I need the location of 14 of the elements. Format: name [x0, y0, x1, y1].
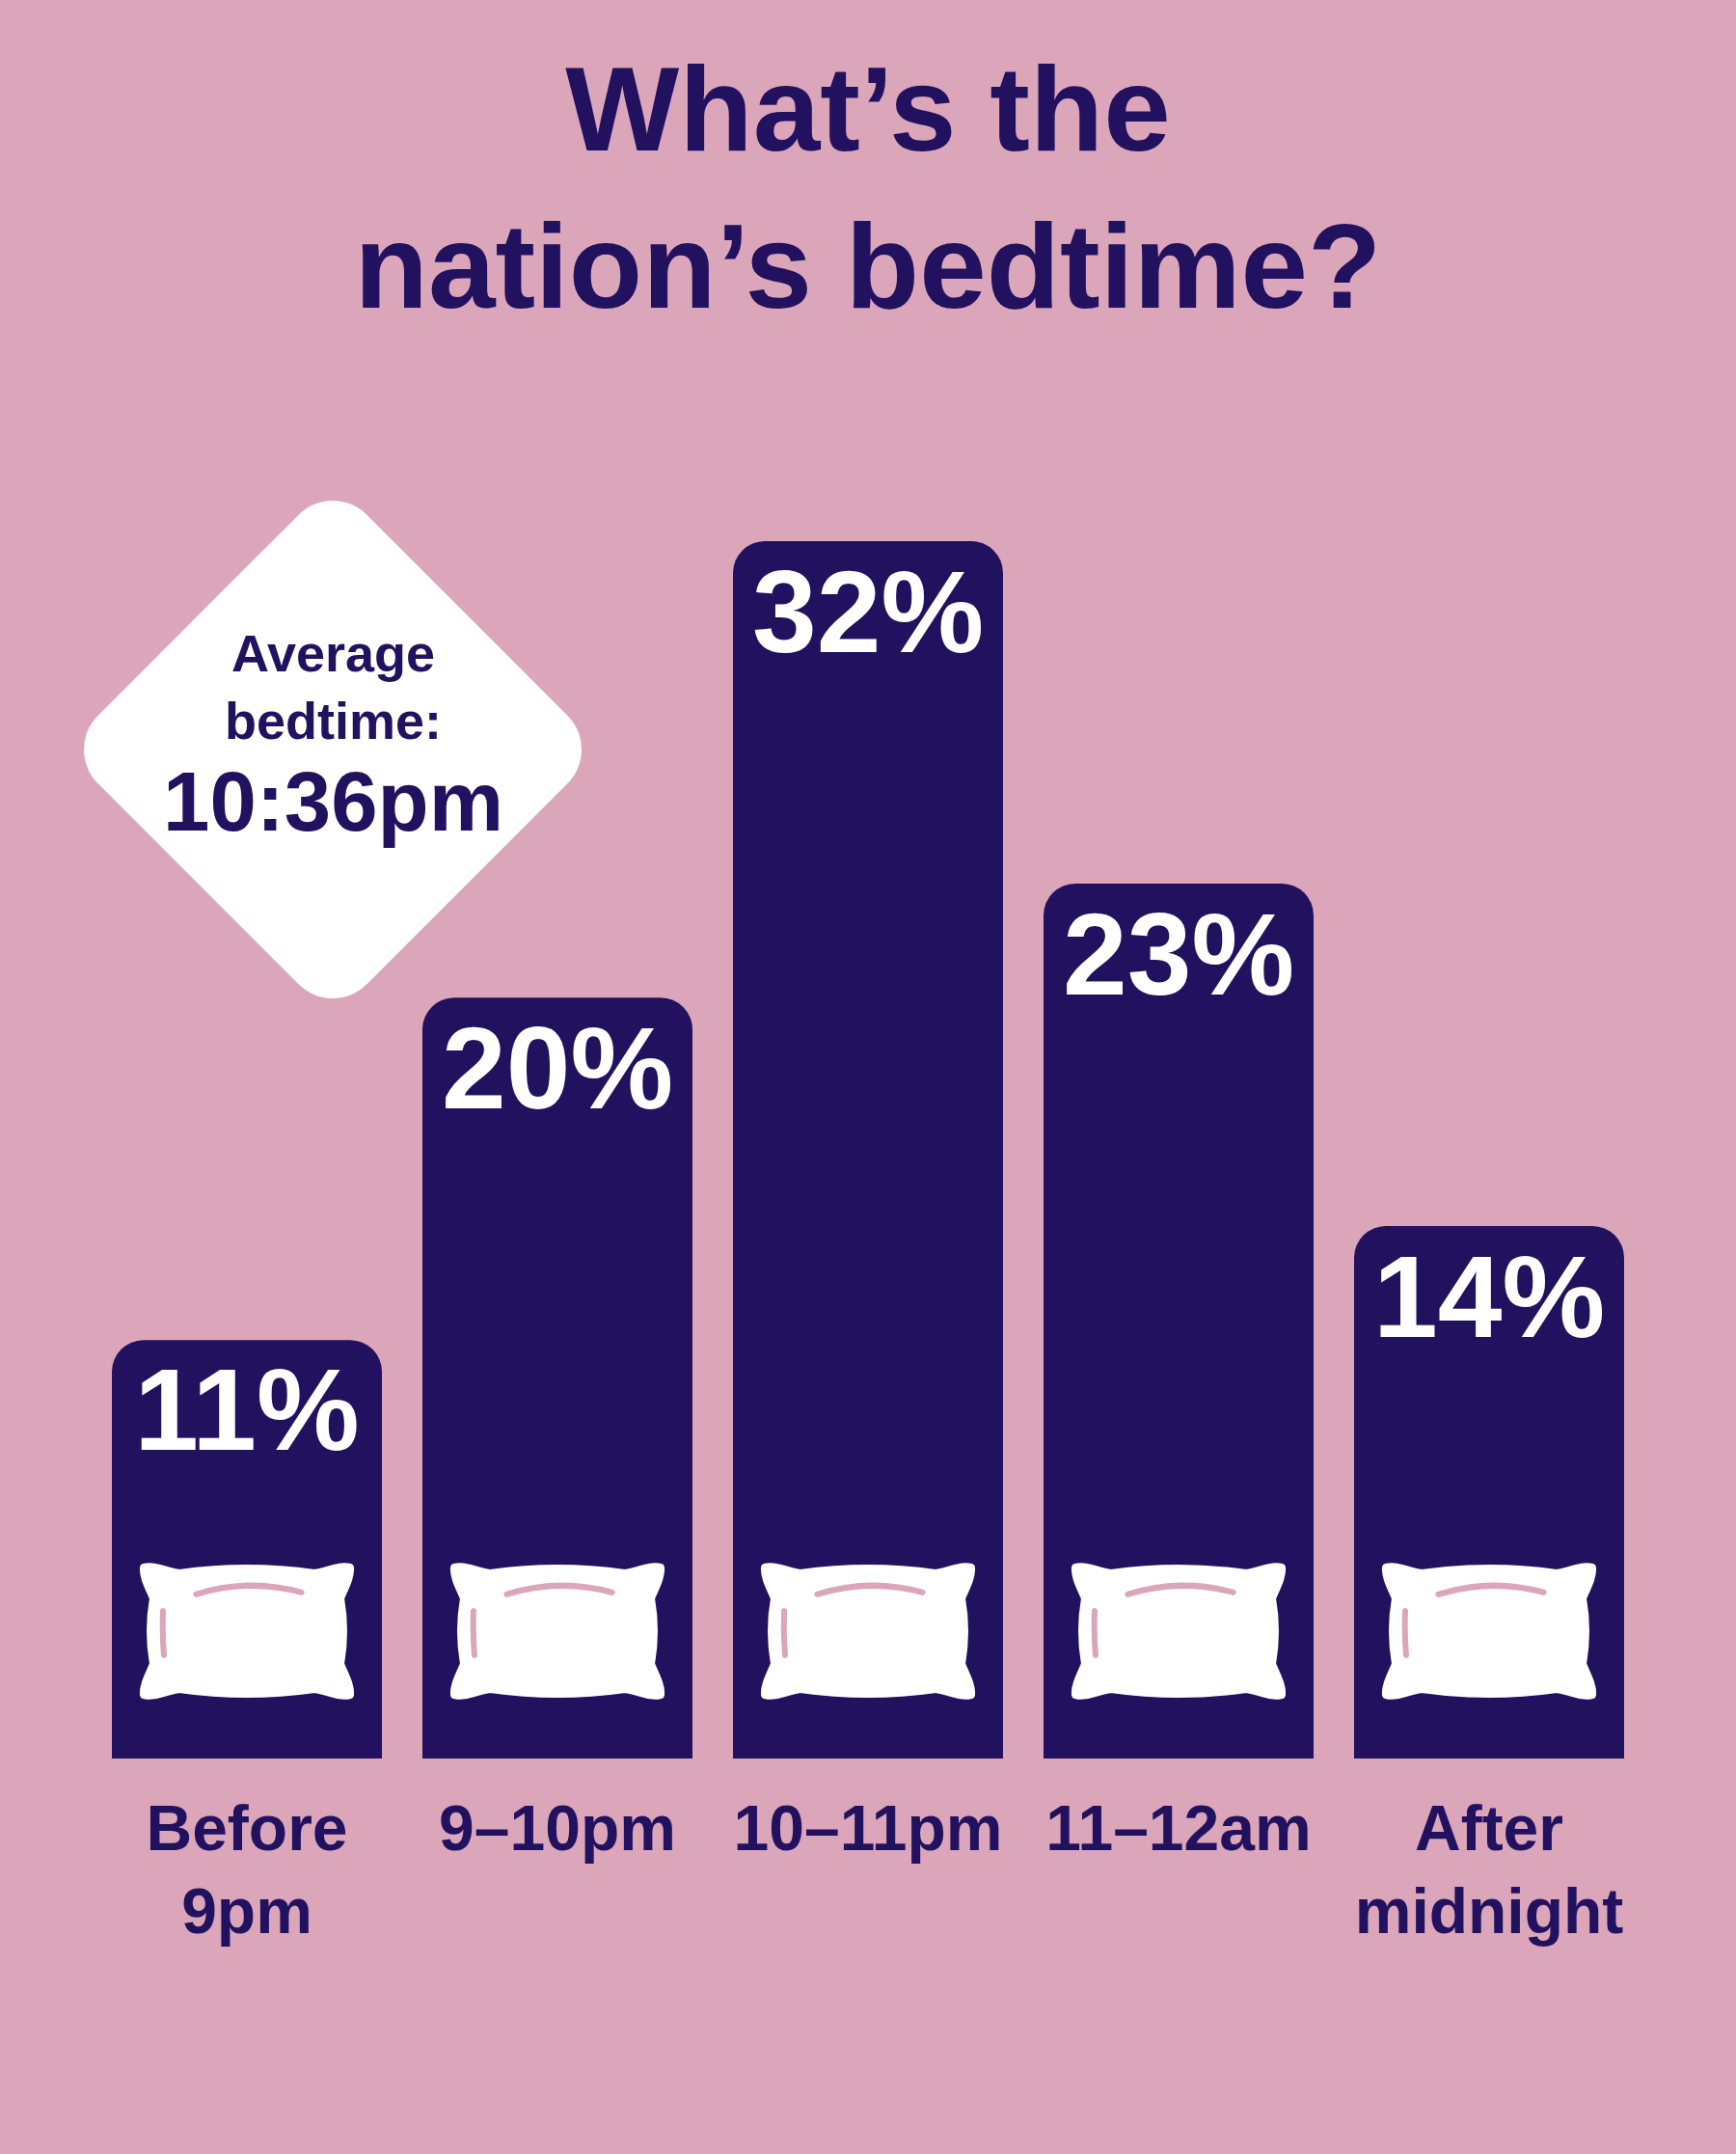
annotation: Average bedtime:: [225, 624, 443, 750]
chart-title: What’s the nation’s bedtime?: [354, 41, 1382, 333]
x-tick-label: 10–11pm: [733, 1792, 1003, 1864]
data-label: 32%: [751, 547, 985, 677]
data-label: 23%: [1062, 888, 1295, 1019]
annotation: 10:36pm: [163, 754, 504, 848]
bar: [733, 541, 1003, 1759]
x-tick-label: 9–10pm: [439, 1792, 676, 1864]
data-label: 14%: [1372, 1231, 1606, 1361]
x-tick-label: Before 9pm: [146, 1792, 348, 1947]
x-tick-label: 11–12am: [1045, 1792, 1312, 1864]
data-label: 11%: [134, 1344, 360, 1474]
x-tick-label: After midnight: [1354, 1792, 1624, 1947]
data-label: 20%: [441, 1003, 674, 1133]
